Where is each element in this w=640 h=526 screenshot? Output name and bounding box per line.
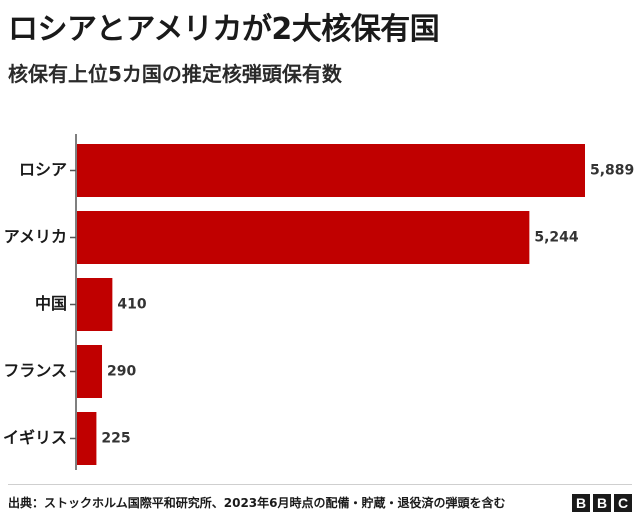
bar-chart: ロシア 5,889 アメリカ 5,244 中国 410 フランス 290 イギリス 225 <box>3 134 634 470</box>
bbc-logo: B B C <box>572 494 632 512</box>
bar <box>77 144 585 197</box>
bbc-logo-letter: B <box>593 494 611 512</box>
bar <box>77 278 113 331</box>
value-label: 290 <box>107 364 136 380</box>
chart-title: ロシアとアメリカが2大核保有国 <box>8 12 440 47</box>
footer-divider <box>8 484 632 485</box>
bar <box>77 211 530 264</box>
category-label: イギリス <box>3 428 67 447</box>
category-label: フランス <box>3 361 67 380</box>
value-label: 410 <box>117 297 146 313</box>
chart-subtitle: 核保有上位5カ国の推定核弾頭保有数 <box>8 62 342 86</box>
bbc-logo-letter: B <box>572 494 590 512</box>
value-label: 5,889 <box>590 163 634 179</box>
category-label: ロシア <box>19 160 67 179</box>
value-label: 5,244 <box>534 230 579 246</box>
bar <box>77 345 103 398</box>
value-label: 225 <box>101 431 130 447</box>
category-label: 中国 <box>35 294 67 313</box>
bbc-logo-letter: C <box>614 494 632 512</box>
bar <box>77 412 97 465</box>
source-note: 出典：ストックホルム国際平和研究所、2023年6月時点の配備・貯蔵・退役済の弾頭… <box>8 496 506 510</box>
category-label: アメリカ <box>4 227 67 246</box>
